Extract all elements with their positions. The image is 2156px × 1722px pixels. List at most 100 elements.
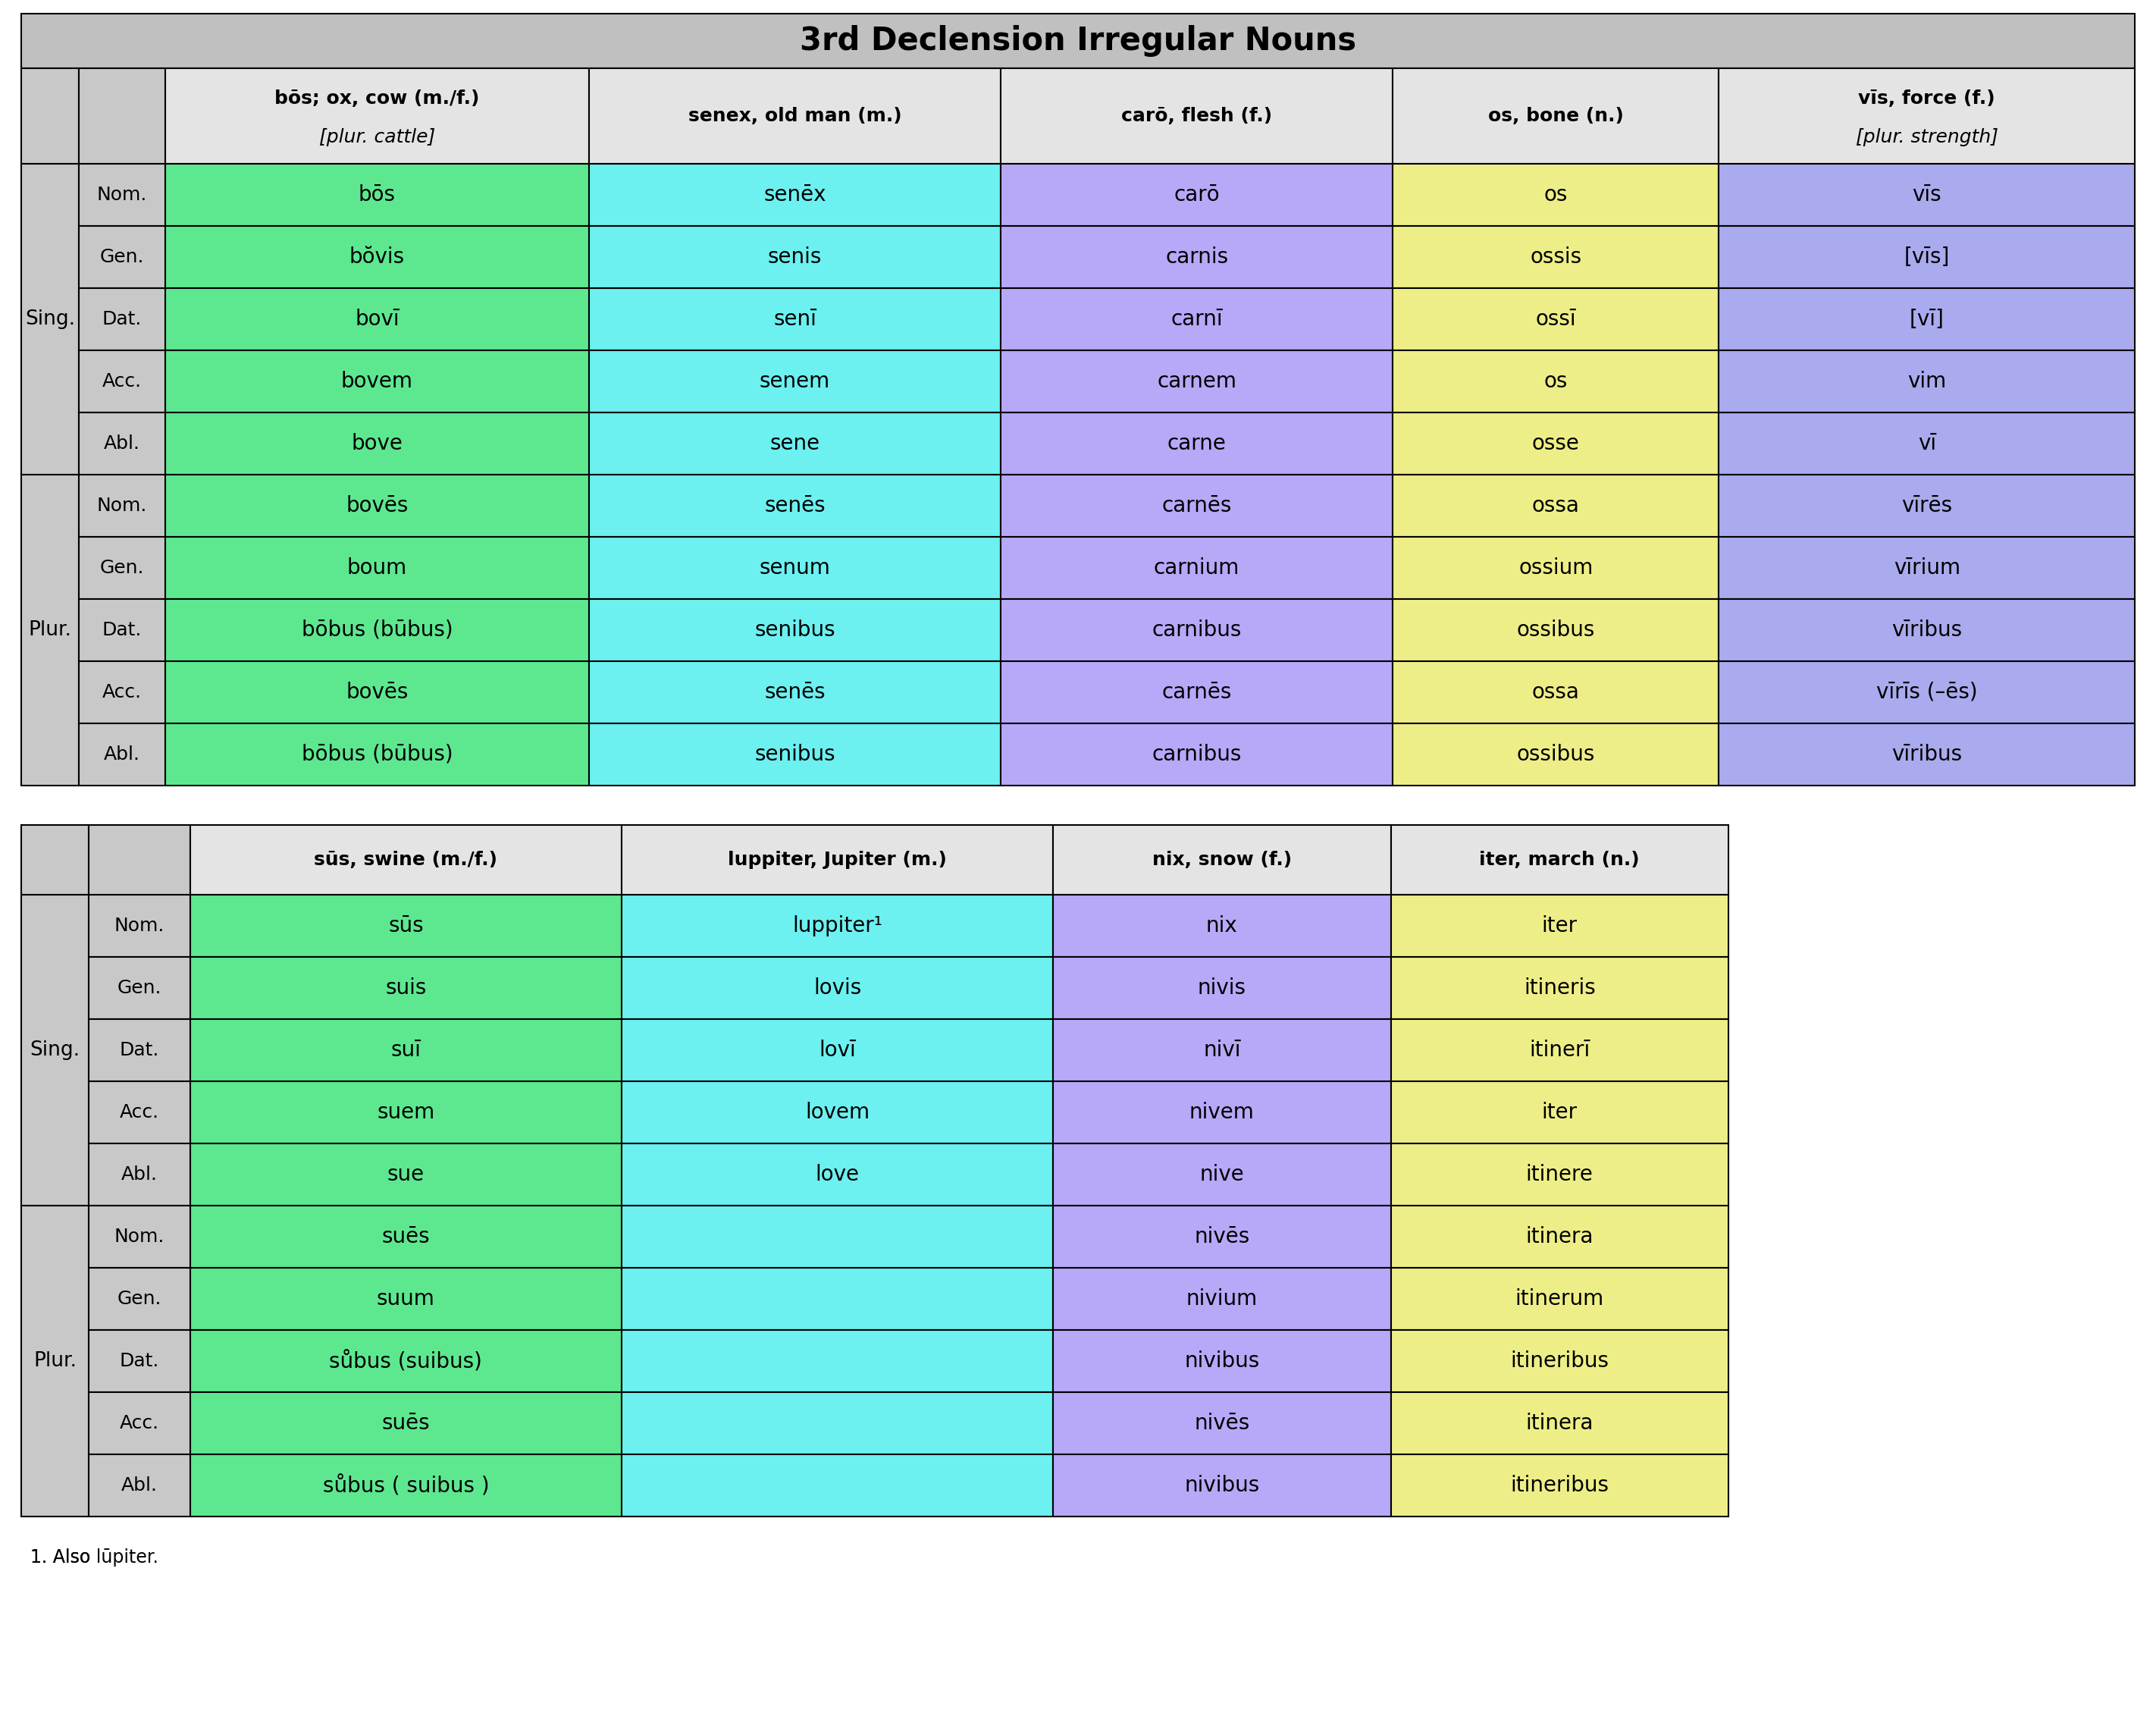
Bar bbox=[1393, 661, 1718, 723]
Bar bbox=[22, 895, 88, 1205]
Bar bbox=[80, 413, 166, 475]
Bar bbox=[1000, 475, 1393, 537]
Bar bbox=[1718, 288, 2134, 350]
Text: Acc.: Acc. bbox=[121, 1414, 160, 1433]
Bar bbox=[1718, 537, 2134, 599]
Text: bovem: bovem bbox=[341, 370, 414, 393]
Text: iter, march (n.): iter, march (n.) bbox=[1479, 851, 1641, 870]
Bar bbox=[589, 164, 1000, 226]
Text: Acc.: Acc. bbox=[101, 684, 142, 701]
Text: suī: suī bbox=[390, 1040, 420, 1061]
Bar bbox=[166, 723, 589, 785]
Bar bbox=[589, 413, 1000, 475]
Bar bbox=[589, 226, 1000, 288]
Text: bovēs: bovēs bbox=[345, 682, 407, 703]
Bar bbox=[22, 164, 80, 475]
Bar bbox=[190, 1455, 621, 1517]
Bar bbox=[22, 1205, 88, 1517]
Bar bbox=[1718, 164, 2134, 226]
Text: Dat.: Dat. bbox=[119, 1042, 160, 1059]
Bar bbox=[1052, 1143, 1391, 1205]
Bar bbox=[80, 723, 166, 785]
Bar bbox=[166, 226, 589, 288]
Bar bbox=[88, 1143, 190, 1205]
Bar bbox=[1052, 957, 1391, 1019]
Text: ossa: ossa bbox=[1533, 682, 1580, 703]
Text: itineribus: itineribus bbox=[1511, 1474, 1608, 1496]
Bar bbox=[1391, 1081, 1729, 1143]
Text: Acc.: Acc. bbox=[101, 372, 142, 391]
Bar bbox=[1000, 537, 1393, 599]
Bar bbox=[88, 1455, 190, 1517]
Bar bbox=[589, 69, 1000, 164]
Bar bbox=[1000, 69, 1393, 164]
Text: [plur. cattle]: [plur. cattle] bbox=[319, 127, 436, 146]
Bar bbox=[1000, 413, 1393, 475]
Text: nix: nix bbox=[1205, 914, 1238, 937]
Text: carnēs: carnēs bbox=[1162, 496, 1231, 517]
Text: bōbus (būbus): bōbus (būbus) bbox=[302, 620, 453, 641]
Text: Plur.: Plur. bbox=[32, 1352, 78, 1371]
Bar bbox=[1718, 69, 2134, 164]
Bar bbox=[88, 1267, 190, 1329]
Bar bbox=[190, 1267, 621, 1329]
Bar bbox=[1393, 723, 1718, 785]
Bar bbox=[621, 1267, 1052, 1329]
Bar bbox=[80, 288, 166, 350]
Text: senibus: senibus bbox=[755, 620, 834, 641]
Bar bbox=[1391, 1267, 1729, 1329]
Text: suēs: suēs bbox=[382, 1412, 429, 1434]
Bar bbox=[1052, 1455, 1391, 1517]
Text: suēs: suēs bbox=[382, 1226, 429, 1247]
Text: ossī: ossī bbox=[1535, 308, 1576, 331]
Bar bbox=[166, 413, 589, 475]
Bar bbox=[22, 69, 80, 164]
Bar bbox=[621, 1205, 1052, 1267]
Bar bbox=[190, 1329, 621, 1391]
Bar bbox=[166, 350, 589, 413]
Bar bbox=[1393, 288, 1718, 350]
Text: itinera: itinera bbox=[1526, 1412, 1593, 1434]
Text: vīribus: vīribus bbox=[1891, 620, 1962, 641]
Text: nivium: nivium bbox=[1186, 1288, 1257, 1309]
Text: sūs, swine (m./f.): sūs, swine (m./f.) bbox=[315, 851, 498, 870]
Text: [vī]: [vī] bbox=[1910, 308, 1945, 331]
Text: nivibus: nivibus bbox=[1184, 1474, 1259, 1496]
Bar bbox=[166, 69, 589, 164]
Text: senibus: senibus bbox=[755, 744, 834, 765]
Bar bbox=[1052, 825, 1391, 895]
Text: senēs: senēs bbox=[765, 682, 826, 703]
Text: sene: sene bbox=[770, 432, 819, 455]
Bar bbox=[589, 537, 1000, 599]
Text: os, bone (n.): os, bone (n.) bbox=[1488, 107, 1623, 126]
Text: iter: iter bbox=[1542, 1102, 1578, 1123]
Bar bbox=[80, 599, 166, 661]
Text: Abl.: Abl. bbox=[121, 1476, 157, 1495]
Text: os: os bbox=[1544, 184, 1567, 205]
Bar bbox=[1000, 288, 1393, 350]
Bar bbox=[190, 1391, 621, 1455]
Text: bōbus (būbus): bōbus (būbus) bbox=[302, 744, 453, 765]
Text: sue: sue bbox=[388, 1164, 425, 1185]
Bar bbox=[88, 825, 190, 895]
Bar bbox=[1000, 226, 1393, 288]
Bar bbox=[166, 537, 589, 599]
Text: iter: iter bbox=[1542, 914, 1578, 937]
Bar bbox=[1718, 475, 2134, 537]
Text: sůbus (suibus): sůbus (suibus) bbox=[330, 1350, 483, 1372]
Bar bbox=[166, 599, 589, 661]
Text: nive: nive bbox=[1199, 1164, 1244, 1185]
Bar bbox=[1052, 1267, 1391, 1329]
Text: carnibus: carnibus bbox=[1151, 620, 1242, 641]
Text: itinerī: itinerī bbox=[1529, 1040, 1589, 1061]
Bar bbox=[589, 288, 1000, 350]
Text: Plur.: Plur. bbox=[28, 620, 71, 641]
Text: bŏvis: bŏvis bbox=[349, 246, 405, 267]
Bar bbox=[88, 1205, 190, 1267]
Text: Acc.: Acc. bbox=[121, 1104, 160, 1121]
Bar bbox=[1052, 1081, 1391, 1143]
Text: Abl.: Abl. bbox=[103, 434, 140, 453]
Text: itinerum: itinerum bbox=[1516, 1288, 1604, 1309]
Text: Nom.: Nom. bbox=[114, 916, 164, 935]
Bar bbox=[1000, 661, 1393, 723]
